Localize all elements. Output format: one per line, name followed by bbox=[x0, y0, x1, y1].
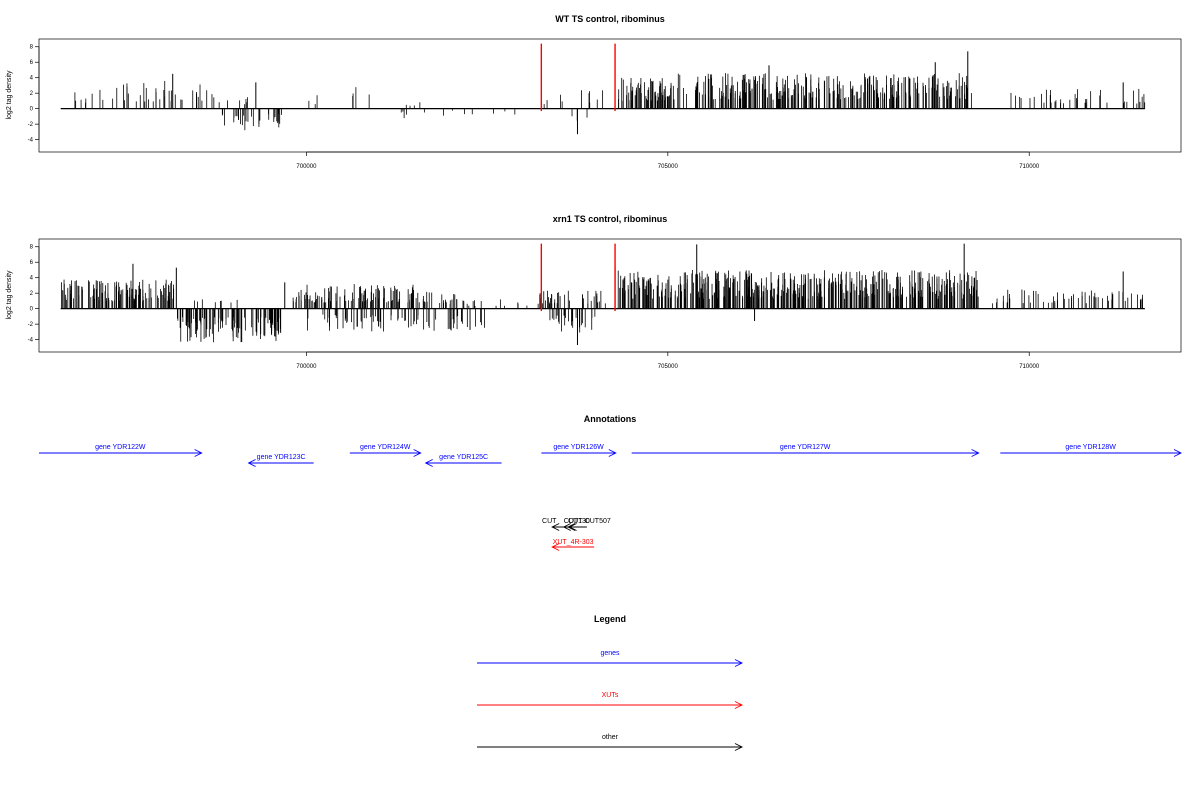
gene-arrow bbox=[247, 459, 314, 467]
gene-arrow bbox=[1000, 449, 1183, 457]
gene-label: gene YDR125C bbox=[439, 454, 488, 461]
gene-label: gene YDR122W bbox=[95, 444, 146, 451]
y-tick-label: 6 bbox=[30, 260, 34, 266]
y-tick-label: -2 bbox=[28, 122, 34, 128]
plot-frame bbox=[38, 38, 1182, 153]
arrow-head bbox=[734, 659, 744, 667]
density-bars bbox=[60, 51, 1146, 135]
arrow-head bbox=[194, 449, 203, 457]
gene-arrow bbox=[541, 449, 617, 457]
y-axis: -4 -2 0 2 4 6 8 bbox=[28, 45, 40, 144]
highlight-lines bbox=[540, 43, 616, 111]
arrow-head bbox=[413, 449, 422, 457]
arrow-head bbox=[424, 459, 433, 467]
gene-label: gene YDR128W bbox=[1065, 444, 1116, 451]
y-tick-label: 4 bbox=[30, 276, 34, 282]
x-tick-label: 710000 bbox=[1019, 164, 1040, 170]
arrow-head bbox=[568, 523, 577, 531]
x-axis: 700000 705000 710000 bbox=[296, 151, 1040, 170]
y-tick-label: 2 bbox=[30, 91, 34, 97]
gene-label: gene YDR123C bbox=[257, 454, 306, 461]
arrow-head bbox=[734, 701, 744, 709]
legend-label: other bbox=[602, 734, 619, 741]
gene-label: gene YDR126W bbox=[553, 444, 604, 451]
y-axis-label: log2 tag density bbox=[6, 70, 13, 120]
x-tick-label: 700000 bbox=[296, 164, 317, 170]
panel-title: xrn1 TS control, ribominus bbox=[553, 214, 668, 224]
cut-label: CUT507 bbox=[585, 518, 611, 525]
cut-arrow bbox=[568, 523, 587, 531]
gene-arrow bbox=[39, 449, 203, 457]
legend-arrow bbox=[477, 659, 744, 667]
arrow-head bbox=[734, 743, 744, 751]
y-tick-label: -4 bbox=[28, 138, 34, 144]
x-tick-label: 700000 bbox=[296, 364, 317, 370]
y-tick-label: -4 bbox=[28, 338, 34, 344]
gene-arrow bbox=[631, 449, 980, 457]
xut-tracks: XUT_4R-303 bbox=[551, 539, 595, 551]
gene-tracks: gene YDR122W gene YDR123C gene YDR124W gene… bbox=[39, 444, 1183, 467]
y-tick-label: 8 bbox=[30, 245, 34, 251]
legend-title: Legend bbox=[594, 614, 626, 624]
arrow-head bbox=[247, 459, 256, 467]
x-tick-label: 705000 bbox=[658, 364, 679, 370]
arrow-head bbox=[1173, 449, 1183, 457]
panel-title: WT TS control, ribominus bbox=[555, 14, 665, 24]
legend-label: genes bbox=[600, 650, 620, 657]
arrow-head bbox=[551, 543, 560, 551]
density-bars bbox=[60, 243, 1145, 346]
legend-label: XUTs bbox=[602, 692, 619, 699]
y-tick-label: 2 bbox=[30, 291, 34, 297]
y-tick-label: 0 bbox=[30, 107, 34, 113]
gene-arrow bbox=[349, 449, 422, 457]
annotations-title: Annotations bbox=[584, 414, 637, 424]
wt-density-panel: WT TS control, ribominus log2 tag densit… bbox=[6, 14, 1182, 170]
legend-arrow bbox=[477, 743, 744, 751]
y-axis: -4 -2 0 2 4 6 8 bbox=[28, 245, 40, 344]
gene-arrow bbox=[424, 459, 502, 467]
y-tick-label: -2 bbox=[28, 322, 34, 328]
y-tick-label: 6 bbox=[30, 60, 34, 66]
arrow-head bbox=[971, 449, 980, 457]
arrow-head bbox=[567, 523, 576, 531]
arrow-head bbox=[562, 523, 571, 531]
x-tick-label: 710000 bbox=[1019, 364, 1040, 370]
y-tick-label: 0 bbox=[30, 307, 34, 313]
highlight-lines bbox=[540, 243, 616, 311]
xrn1-density-panel: xrn1 TS control, ribominus log2 tag dens… bbox=[6, 214, 1182, 370]
xut-arrow bbox=[551, 543, 595, 551]
arrow-head bbox=[608, 449, 617, 457]
gene-label: gene YDR124W bbox=[360, 444, 411, 451]
arrow-head bbox=[551, 523, 560, 531]
x-axis: 700000 705000 710000 bbox=[296, 351, 1040, 370]
legend-items: genes XUTs other bbox=[477, 650, 744, 751]
y-tick-label: 4 bbox=[30, 76, 34, 82]
legend: Legend genes XUTs other bbox=[477, 614, 744, 751]
x-tick-label: 705000 bbox=[658, 164, 679, 170]
legend-arrow bbox=[477, 701, 744, 709]
xut-label: XUT_4R-303 bbox=[553, 539, 594, 546]
cut-label: CUT130 bbox=[564, 518, 590, 525]
gene-label: gene YDR127W bbox=[780, 444, 831, 451]
cut-label: CUT bbox=[542, 518, 557, 525]
cut-label: CUT bbox=[568, 518, 583, 525]
y-axis-label: log2 tag density bbox=[6, 270, 13, 320]
y-tick-label: 8 bbox=[30, 45, 34, 51]
